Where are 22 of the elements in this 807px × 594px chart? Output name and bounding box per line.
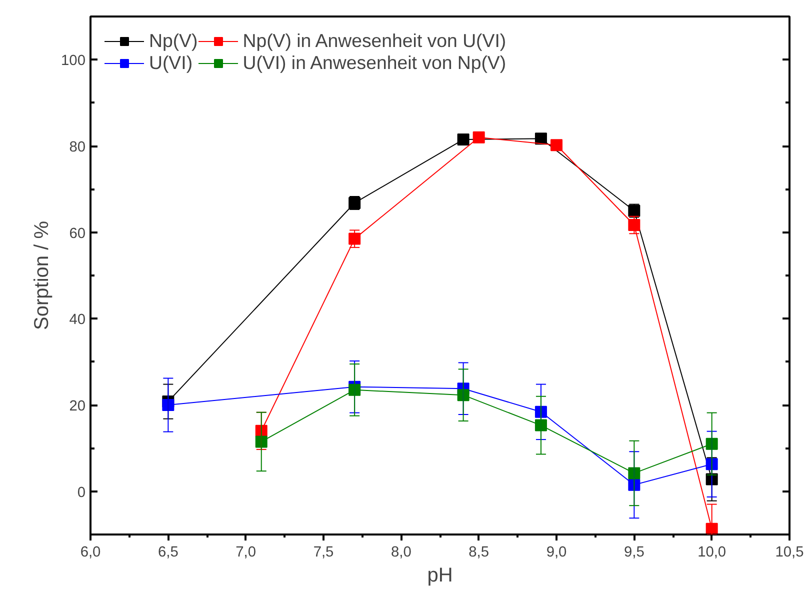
x-tick-label: 8,5 [468,544,490,560]
y-tick-label: 60 [69,226,86,242]
y-tick-label: 100 [61,53,86,70]
x-tick-label: 6,5 [158,544,178,560]
legend-label: Np(V) in Anwesenheit von U(VI) [242,30,506,52]
x-tick-label: 10,0 [698,544,726,560]
y-tick-label: 80 [69,140,86,156]
x-tick-label: 9,5 [624,544,644,560]
x-tick-label: 8,0 [390,544,412,560]
y-axis-title: Sorption / % [31,220,54,330]
x-tick-label: 10,5 [775,544,804,560]
legend-label: U(VI) [149,52,193,74]
y-tick-label: 40 [69,312,86,328]
x-tick-label: 6,0 [80,544,101,560]
y-tick-label: 20 [69,398,86,414]
x-tick-label: 7,0 [236,544,256,560]
x-axis-title: pH [427,564,453,586]
legend-label: Np(V) [149,30,198,52]
y-tick-label: 0 [77,484,86,501]
legend-label: U(VI) in Anwesenheit von Np(V) [242,52,506,74]
x-tick-label: 7,5 [313,544,334,560]
x-tick-label: 9,0 [546,544,567,560]
